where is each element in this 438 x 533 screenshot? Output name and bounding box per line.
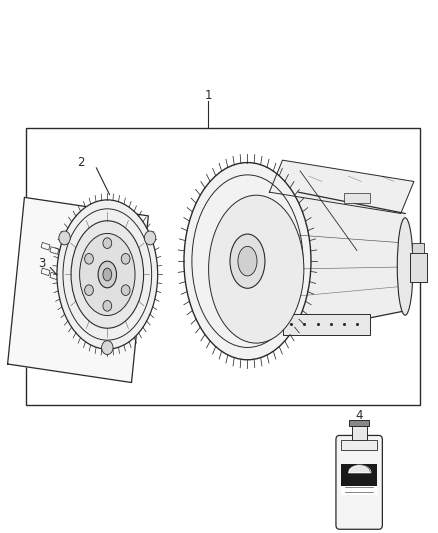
Polygon shape [269, 160, 414, 214]
Circle shape [121, 254, 130, 264]
Bar [342, 440, 377, 450]
Bar [341, 464, 377, 495]
Ellipse shape [208, 195, 304, 343]
Circle shape [85, 285, 93, 295]
Bar [41, 268, 50, 276]
Ellipse shape [98, 261, 117, 288]
Bar [412, 243, 424, 253]
Circle shape [59, 231, 70, 245]
Ellipse shape [71, 221, 144, 328]
Text: 2: 2 [77, 156, 85, 169]
Bar [352, 426, 367, 440]
Bar [26, 128, 420, 405]
Ellipse shape [397, 218, 413, 315]
Polygon shape [7, 197, 148, 383]
Text: 3: 3 [38, 257, 45, 270]
Circle shape [103, 238, 112, 248]
Bar [50, 247, 59, 254]
Bar [350, 420, 369, 426]
Circle shape [121, 285, 130, 295]
Bar [41, 243, 50, 250]
Text: 4: 4 [355, 409, 363, 422]
Polygon shape [286, 192, 405, 332]
Circle shape [145, 231, 156, 245]
Ellipse shape [80, 233, 135, 316]
Bar [50, 272, 59, 280]
Circle shape [103, 301, 112, 311]
Bar [341, 486, 377, 495]
Circle shape [85, 254, 93, 264]
Bar [283, 313, 370, 335]
Ellipse shape [57, 200, 158, 349]
Ellipse shape [103, 268, 112, 281]
Ellipse shape [238, 246, 257, 276]
FancyBboxPatch shape [336, 435, 382, 529]
Circle shape [102, 341, 113, 354]
Ellipse shape [184, 163, 311, 360]
Text: 1: 1 [204, 90, 212, 102]
Bar [410, 253, 427, 282]
Ellipse shape [230, 234, 265, 288]
Bar [344, 193, 370, 203]
